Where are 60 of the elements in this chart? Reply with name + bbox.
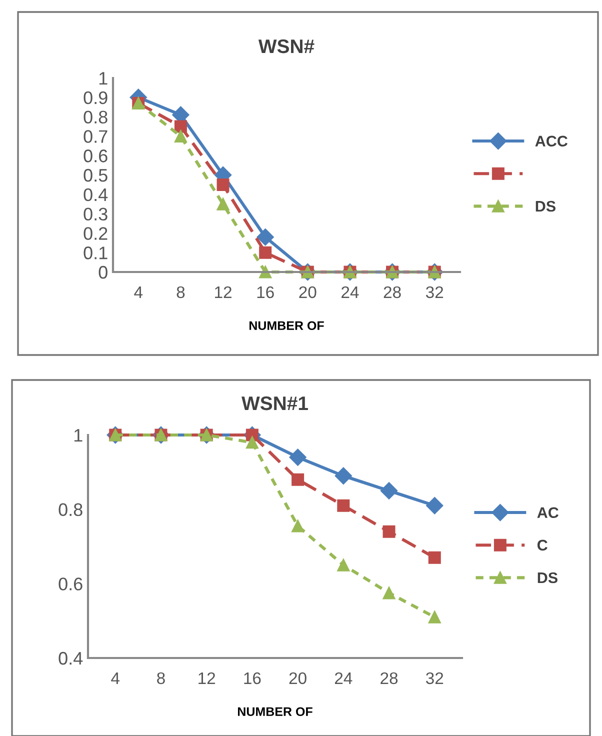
point [259,266,272,278]
point [289,448,306,466]
y-tick-label: 0.9 [84,91,108,104]
point [174,120,187,133]
x-tick-label: 20 [289,672,306,684]
point [174,130,187,142]
point [428,551,441,564]
y-tick-label: 0.6 [58,578,82,590]
y-tick-label: 0.2 [84,227,108,240]
x-tick-label: 4 [134,286,143,298]
point [216,198,230,210]
x-tick-label: 16 [257,286,274,298]
chart-title: WSN# [258,39,314,54]
y-tick-label: 0.8 [84,110,108,124]
x-tick-label: 28 [384,286,401,298]
x-axis-title: NUMBER OF [249,321,324,330]
y-tick-label: 1 [74,429,82,442]
legend-label: DS [538,572,558,584]
point [216,178,230,191]
x-tick-label: 32 [426,672,444,684]
y-tick-label: 0.3 [84,208,108,221]
y-tick-label: 0 [98,266,108,279]
point [426,497,444,514]
y-tick-label: 1 [99,72,108,85]
x-tick-label: 8 [157,672,165,684]
y-tick-label: 0.5 [84,168,108,182]
x-tick-label: 28 [380,672,398,684]
chart-title: WSN#1 [242,396,308,410]
y-tick-label: 0.4 [58,652,83,665]
legend-label: ACC [535,136,568,147]
x-tick-label: 12 [215,286,232,298]
point [246,436,258,449]
y-tick-label: 0.1 [84,246,108,260]
point [292,473,304,486]
point [382,525,396,538]
point [428,610,441,624]
x-axis-title: NUMBER OF [238,707,312,716]
y-tick-label: 0.8 [58,503,82,516]
x-tick-label: 24 [334,672,352,684]
y-tick-label: 0.7 [84,130,108,143]
legend-label: AC [537,507,559,518]
y-tick-label: 0.6 [84,150,108,162]
point [380,482,398,500]
point [256,228,274,246]
x-tick-label: 16 [244,672,261,684]
legend-label: C [537,540,548,551]
point [259,246,272,259]
point [334,467,352,484]
x-tick-label: 8 [176,286,185,298]
x-tick-label: 32 [426,286,444,298]
point [292,520,304,532]
x-tick-label: 4 [111,672,120,684]
legend-label: DS [536,200,556,212]
x-tick-label: 12 [198,672,216,684]
point [337,499,350,512]
x-tick-label: 20 [299,286,316,298]
point [337,558,350,572]
y-tick-label: 0.4 [84,188,108,202]
x-tick-label: 24 [342,286,359,298]
point [382,586,396,600]
